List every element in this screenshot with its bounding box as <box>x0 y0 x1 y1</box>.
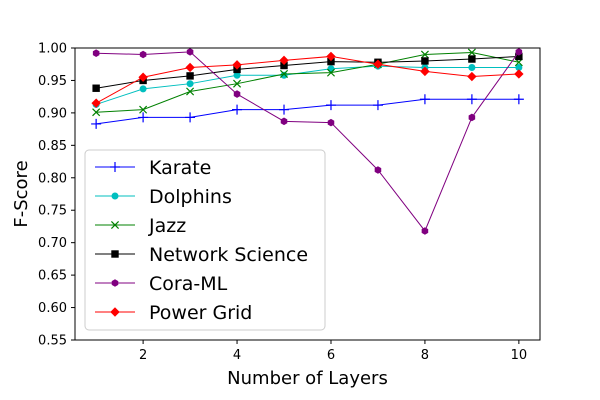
data-point <box>279 69 289 78</box>
data-point <box>420 50 429 59</box>
legend-swatch-marker <box>111 250 119 258</box>
data-point <box>186 80 194 88</box>
data-point <box>91 98 101 108</box>
series-line <box>95 65 519 105</box>
series-karate <box>91 94 524 129</box>
series-jazz <box>92 48 523 117</box>
data-point <box>138 72 148 82</box>
data-point <box>279 55 289 66</box>
legend-label: Karate <box>149 157 211 179</box>
data-point <box>139 50 147 59</box>
series-line <box>96 55 519 89</box>
data-point <box>92 84 100 92</box>
data-point <box>421 227 429 235</box>
data-point <box>232 60 242 70</box>
data-point <box>92 49 100 57</box>
data-point <box>233 79 242 88</box>
data-point <box>186 87 195 96</box>
legend-label: Cora-ML <box>149 273 228 295</box>
data-point <box>232 104 243 115</box>
data-point <box>468 55 476 63</box>
legend-label: Network Science <box>149 244 308 266</box>
data-point <box>374 166 382 174</box>
data-point <box>420 66 430 77</box>
data-point <box>468 63 476 71</box>
y-tick-label: 0.80 <box>38 171 67 186</box>
data-point <box>327 118 335 127</box>
y-tick-label: 0.60 <box>38 301 67 316</box>
legend-swatch-marker <box>110 162 120 172</box>
legend-label: Power Grid <box>149 302 252 324</box>
plot-area-frame <box>74 47 541 341</box>
legend-item: Dolphins <box>95 186 232 208</box>
data-point <box>185 62 195 73</box>
data-point <box>325 100 336 111</box>
y-tick-label: 0.70 <box>38 236 67 251</box>
legend-swatch-marker <box>110 307 120 317</box>
data-point <box>279 104 290 115</box>
series-line <box>96 51 520 232</box>
y-tick-label: 0.65 <box>38 269 67 284</box>
x-tick-label: 2 <box>139 348 147 363</box>
data-point <box>466 94 477 105</box>
data-point <box>421 57 429 65</box>
data-point <box>186 72 194 80</box>
series-layer <box>91 48 524 235</box>
data-point <box>514 69 524 79</box>
data-point <box>419 94 430 105</box>
x-tick-label: 10 <box>511 348 528 363</box>
axis-ticks: 2 4 6 8 10 0.55 0.60 0.65 0.70 0.75 0.80 0.85 0.90 0.… <box>38 42 527 364</box>
x-tick-label: 8 <box>421 348 429 363</box>
y-tick-label: 0.55 <box>38 334 67 349</box>
data-point <box>372 100 383 111</box>
y-tick-label: 0.75 <box>38 204 67 219</box>
legend-label: Jazz <box>148 215 186 237</box>
data-point <box>468 113 476 122</box>
data-point <box>515 48 523 56</box>
legend-swatch-marker <box>110 220 120 230</box>
series-power-grid <box>91 51 524 108</box>
data-point <box>467 48 476 57</box>
data-point <box>138 112 149 123</box>
data-point <box>327 65 335 73</box>
legend-swatch-marker <box>111 279 119 287</box>
series-line <box>96 98 519 125</box>
data-point <box>91 118 102 129</box>
x-tick-label: 6 <box>327 348 335 363</box>
data-point <box>233 71 241 79</box>
x-axis-label: Number of Layers <box>227 368 388 389</box>
series-line <box>96 52 519 113</box>
y-tick-label: 1.00 <box>38 42 67 57</box>
legend: Karate Dolphins Jazz Network Science Cora-ML… <box>84 149 326 331</box>
data-point <box>280 117 288 126</box>
data-point <box>467 71 477 82</box>
data-point <box>373 59 383 69</box>
data-point <box>92 108 101 117</box>
legend-swatch-marker <box>111 192 119 200</box>
data-point <box>185 112 196 123</box>
y-axis-label: F-Score <box>11 160 32 227</box>
legend-label: Dolphins <box>149 186 232 208</box>
legend-item: Karate <box>95 157 211 179</box>
legend-box <box>84 149 326 331</box>
y-tick-label: 0.95 <box>38 74 67 89</box>
data-point <box>326 68 336 77</box>
data-point <box>139 105 148 114</box>
legend-item: Network Science <box>95 244 308 266</box>
series-dolphins <box>92 62 523 108</box>
data-point <box>326 51 336 62</box>
legend-item: Cora-ML <box>95 273 228 295</box>
data-point <box>186 48 194 56</box>
x-tick-label: 4 <box>233 348 241 363</box>
y-tick-label: 0.85 <box>38 139 67 154</box>
legend-item: Jazz <box>95 215 186 237</box>
series-cora-ml <box>92 48 523 235</box>
data-point <box>513 94 524 105</box>
legend-item: Power Grid <box>95 302 252 324</box>
series-line <box>95 55 519 104</box>
data-point <box>233 90 241 98</box>
data-point <box>139 85 147 93</box>
y-tick-label: 0.90 <box>38 106 67 121</box>
